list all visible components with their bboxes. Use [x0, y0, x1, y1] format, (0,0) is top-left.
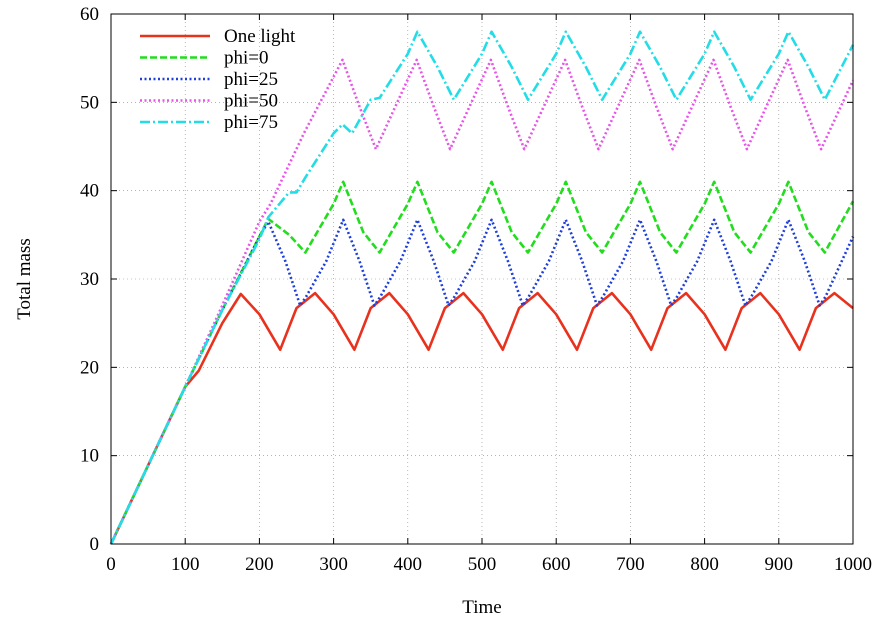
series-group [109, 30, 855, 545]
x-tick-label: 600 [542, 554, 571, 575]
series-line-3 [109, 58, 855, 545]
x-tick-label: 200 [245, 554, 274, 575]
x-tick-label: 100 [171, 554, 200, 575]
series-line-1 [109, 180, 855, 545]
series-line-4 [109, 30, 855, 545]
x-tick-label: 900 [765, 554, 794, 575]
series-line-2 [109, 218, 855, 545]
x-axis-label: Time [462, 597, 501, 618]
legend-label: phi=0 [224, 48, 269, 69]
x-tick-label: 500 [468, 554, 497, 575]
x-tick-label: 300 [319, 554, 348, 575]
y-tick-label: 10 [80, 446, 99, 467]
tick-marks [110, 13, 854, 545]
tick-labels: 0 100 200 300 400 500 600 700 800 900 1000 0 10 20 30 4… [80, 4, 872, 575]
y-tick-label: 30 [80, 269, 99, 290]
x-tick-label: 1000 [834, 554, 872, 575]
legend-label: One light [224, 26, 296, 47]
y-tick-label: 20 [80, 357, 99, 378]
y-tick-label: 0 [90, 534, 100, 555]
series-line-0 [109, 291, 854, 545]
x-tick-label: 400 [394, 554, 423, 575]
y-tick-label: 40 [80, 181, 99, 202]
legend-label: phi=75 [224, 112, 278, 133]
legend-label: phi=50 [224, 91, 278, 112]
legend-label: phi=25 [224, 69, 278, 90]
x-tick-label: 0 [106, 554, 116, 575]
y-axis-label: Total mass [14, 238, 35, 320]
grid [111, 14, 853, 544]
y-tick-label: 60 [80, 4, 99, 25]
y-tick-label: 50 [80, 92, 99, 113]
x-tick-label: 800 [690, 554, 719, 575]
x-tick-label: 700 [616, 554, 645, 575]
